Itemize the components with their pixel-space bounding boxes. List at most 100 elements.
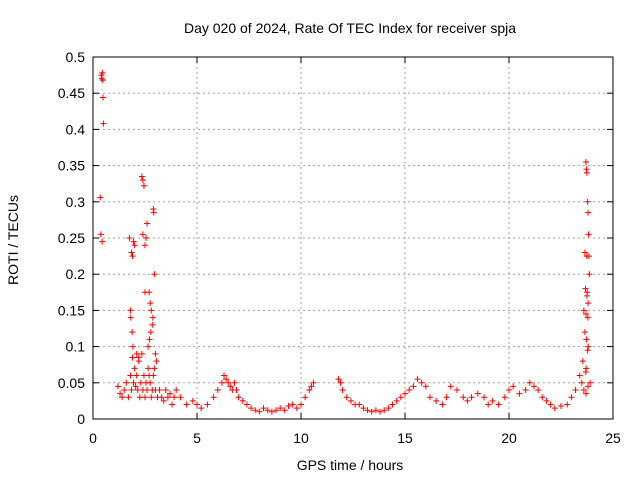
data-point — [183, 401, 190, 408]
data-point — [150, 372, 157, 379]
data-point — [385, 405, 392, 412]
x-axis-ticks: 0 5 10 15 20 25 — [89, 57, 621, 446]
data-point — [136, 394, 143, 401]
data-point — [121, 387, 128, 394]
data-point — [302, 394, 309, 401]
data-point — [582, 311, 589, 318]
data-point — [151, 271, 158, 278]
data-point — [582, 368, 589, 375]
data-point — [129, 343, 136, 350]
data-point — [126, 235, 133, 241]
data-point — [481, 394, 488, 401]
data-point — [210, 394, 217, 401]
data-point — [150, 209, 157, 216]
data-point — [131, 365, 138, 372]
data-point — [547, 401, 554, 408]
data-point — [214, 387, 221, 394]
data-point — [146, 336, 153, 343]
data-point — [129, 354, 136, 361]
data-point — [343, 394, 350, 401]
data-point — [177, 394, 184, 401]
data-point — [147, 379, 154, 386]
data-point — [289, 401, 296, 408]
data-point — [464, 397, 471, 404]
data-point — [564, 401, 571, 408]
data-point — [535, 387, 542, 394]
data-point — [585, 383, 592, 390]
data-point — [268, 408, 275, 415]
data-point — [510, 383, 517, 390]
data-point — [133, 372, 140, 379]
data-point — [148, 307, 155, 314]
data-point — [310, 379, 317, 386]
data-point — [260, 405, 267, 412]
data-point — [582, 158, 589, 165]
data-point — [129, 329, 136, 336]
data-point — [173, 387, 180, 394]
data-point — [447, 383, 454, 390]
y-tick-label: 0.35 — [58, 158, 85, 174]
data-point — [133, 350, 140, 357]
y-tick-label: 0.1 — [66, 339, 86, 355]
data-point — [583, 166, 590, 173]
data-point — [130, 379, 137, 386]
data-point — [337, 379, 344, 386]
data-point — [584, 314, 591, 321]
data-point — [364, 407, 371, 414]
data-point — [145, 343, 152, 350]
data-point — [582, 285, 589, 292]
y-tick-label: 0.5 — [66, 49, 86, 65]
data-point — [149, 321, 156, 328]
data-point — [171, 394, 178, 401]
data-point — [129, 253, 136, 260]
y-tick-label: 0.05 — [58, 375, 85, 391]
data-point — [414, 376, 421, 383]
y-tick-label: 0.2 — [66, 266, 86, 282]
data-point — [439, 401, 446, 408]
data-point — [264, 407, 271, 414]
data-point — [368, 408, 375, 415]
data-point — [123, 379, 130, 386]
data-point — [516, 390, 523, 397]
data-point — [152, 350, 159, 357]
data-point — [162, 387, 169, 394]
data-point — [581, 329, 588, 336]
data-point — [128, 249, 135, 256]
data-point — [144, 220, 151, 227]
data-point — [468, 394, 475, 401]
plot-frame — [92, 56, 614, 420]
data-point — [128, 387, 135, 394]
data-point — [587, 379, 594, 386]
data-point — [147, 329, 154, 336]
data-point — [97, 194, 104, 201]
data-point — [339, 387, 346, 394]
data-point — [539, 394, 546, 401]
data-point — [273, 407, 280, 414]
data-point — [225, 379, 232, 386]
data-point — [306, 387, 313, 394]
data-point — [151, 365, 158, 372]
y-tick-label: 0.15 — [58, 302, 85, 318]
data-point — [145, 365, 152, 372]
data-point — [194, 401, 200, 408]
data-point — [231, 379, 238, 386]
data-point — [160, 397, 167, 404]
data-point — [99, 94, 106, 101]
data-point — [140, 182, 147, 189]
data-point — [142, 242, 148, 249]
data-point — [381, 407, 388, 414]
data-point — [551, 405, 558, 412]
data-point — [584, 169, 590, 176]
data-point — [137, 379, 144, 386]
data-point — [495, 401, 502, 408]
data-point — [572, 387, 579, 394]
data-point — [585, 231, 592, 238]
data-point — [426, 394, 433, 401]
x-axis-label: GPS time / hours — [297, 457, 404, 473]
x-tick-label: 0 — [89, 430, 97, 446]
data-point — [221, 372, 228, 379]
data-point — [298, 401, 304, 408]
data-point — [584, 198, 591, 205]
data-point — [356, 401, 363, 408]
